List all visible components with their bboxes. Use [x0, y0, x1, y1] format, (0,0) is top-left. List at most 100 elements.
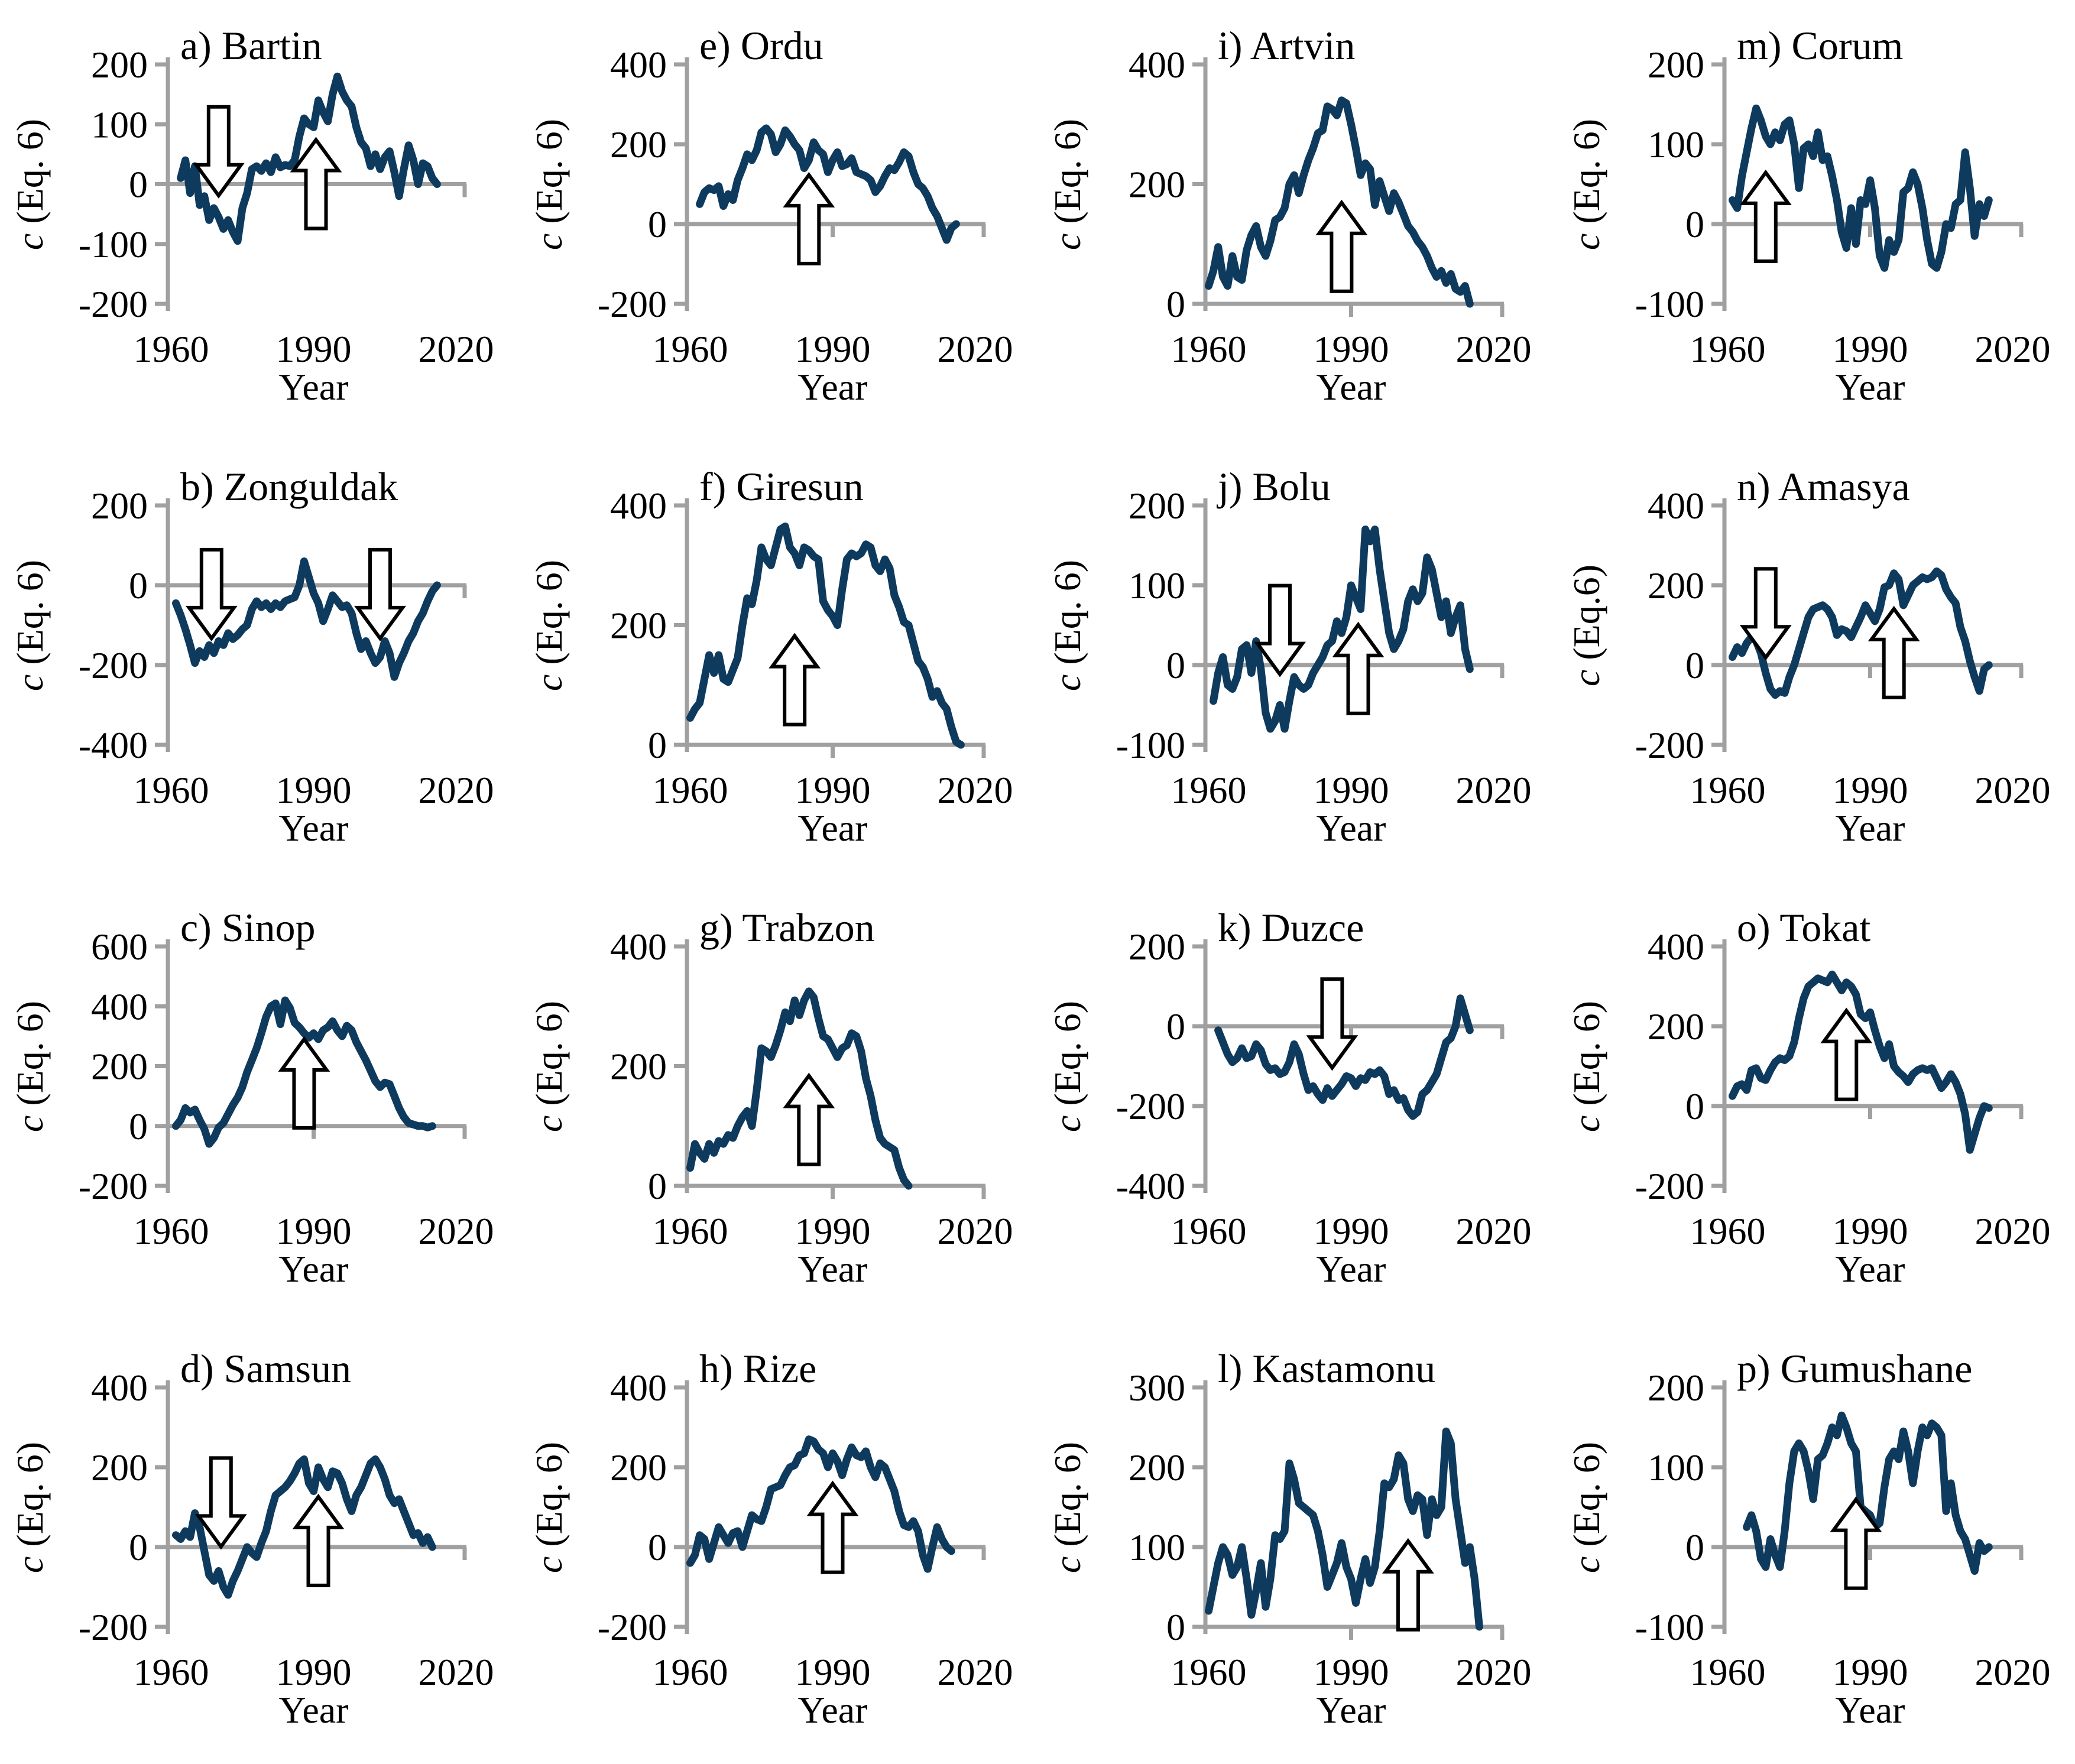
- x-tick-labels: 1960 1990 2020: [1171, 1651, 1532, 1693]
- chart-cell-o: 400 200 0 -200 1960 1990 2020 Year c (Eq. 6) o) T…: [1557, 882, 2075, 1323]
- y-tick-labels: 200 0 -200 -400: [79, 485, 148, 766]
- y-tick-label: -200: [1635, 1165, 1704, 1207]
- chart-title: a) Bartin: [180, 23, 322, 68]
- chart-cell-h: 400 200 0 -200 1960 1990 2020 Year c (Eq. 6) h) R…: [519, 1323, 1038, 1764]
- y-tick-label: 0: [129, 565, 148, 607]
- x-tick-label: 1990: [275, 769, 351, 811]
- y-axis-title: c (Eq. 6): [528, 1001, 570, 1132]
- chart-cell-g: 400 200 0 1960 1990 2020 Year c (Eq. 6) g) Trabz…: [519, 882, 1038, 1323]
- series-line: [1214, 994, 1474, 1120]
- chart-title: b) Zonguldak: [180, 464, 398, 509]
- x-tick-label: 1960: [652, 1651, 728, 1693]
- y-tick-label: 400: [1129, 44, 1185, 86]
- y-axis-title: c (Eq. 6): [1046, 1442, 1088, 1573]
- y-axis-title: c (Eq. 6): [528, 560, 570, 691]
- series-line: [695, 124, 960, 244]
- chart-cell-n: 400 200 0 -200 1960 1990 2020 Year c (Eq.6) n) Am…: [1557, 441, 2075, 882]
- y-axis-title: c (Eq. 6): [1046, 1001, 1088, 1132]
- x-tick-label: 1960: [652, 1210, 728, 1252]
- y-tick-label: -400: [1116, 1165, 1185, 1207]
- x-axis-title: Year: [797, 1689, 867, 1731]
- y-axis-title: c (Eq. 6): [528, 119, 570, 250]
- y-axis: [673, 939, 689, 1193]
- y-tick-label: 200: [91, 44, 148, 86]
- up-arrow: [1820, 1007, 1872, 1101]
- x-tick-label: 1990: [275, 1210, 351, 1252]
- y-tick-labels: 400 200 0 -200: [1635, 485, 1704, 766]
- y-tick-label: 100: [91, 103, 148, 145]
- y-tick-label: 0: [648, 1165, 667, 1207]
- x-tick-labels: 1960 1990 2020: [1171, 769, 1532, 811]
- y-tick-labels: 400 200 0: [610, 485, 667, 766]
- x-tick-labels: 1960 1990 2020: [1690, 769, 2050, 811]
- y-tick-label: 0: [1166, 1006, 1185, 1048]
- y-axis-title: c (Eq. 6): [1046, 119, 1088, 250]
- x-tick-label: 2020: [937, 328, 1013, 370]
- y-tick-label: 600: [91, 926, 148, 968]
- y-axis-title: c (Eq. 6): [528, 1442, 570, 1573]
- y-tick-labels: 400 200 0 -200: [597, 1367, 666, 1648]
- x-axis: [1205, 301, 1505, 317]
- x-tick-label: 1990: [1832, 1651, 1908, 1693]
- y-tick-labels: 200 100 0 -100: [1635, 1367, 1704, 1648]
- series-line: [172, 1455, 436, 1599]
- down-arrow: [1739, 567, 1792, 661]
- x-tick-label: 1990: [1313, 1651, 1389, 1693]
- x-axis: [1724, 1104, 2023, 1119]
- x-tick-labels: 1960 1990 2020: [1690, 1651, 2050, 1693]
- y-axis: [673, 1380, 689, 1634]
- x-tick-labels: 1960 1990 2020: [1690, 328, 2050, 370]
- x-tick-label: 2020: [1455, 1210, 1531, 1252]
- y-tick-label: -200: [1635, 724, 1704, 766]
- y-tick-label: 200: [1129, 926, 1185, 968]
- y-tick-labels: 400 200 0 -200: [79, 1367, 148, 1648]
- x-tick-label: 1960: [652, 328, 728, 370]
- y-tick-label: 200: [91, 485, 148, 527]
- x-tick-label: 1960: [1171, 328, 1247, 370]
- up-arrow: [290, 137, 342, 231]
- series-line: [1205, 1427, 1483, 1631]
- y-tick-label: 200: [1648, 1006, 1704, 1048]
- chart-cell-p: 200 100 0 -100 1960 1990 2020 Year c (Eq. 6) p) G…: [1557, 1323, 2075, 1764]
- series-line: [172, 557, 441, 681]
- chart-title: o) Tokat: [1737, 905, 1870, 950]
- x-tick-label: 1990: [1313, 328, 1389, 370]
- y-tick-labels: 600 400 200 0 -200: [79, 926, 148, 1207]
- x-tick-label: 1960: [134, 328, 209, 370]
- x-tick-label: 1960: [1171, 1210, 1247, 1252]
- x-tick-label: 2020: [418, 769, 494, 811]
- chart-cell-f: 400 200 0 1960 1990 2020 Year c (Eq. 6) f) Gires…: [519, 441, 1038, 882]
- x-axis-title: Year: [1317, 366, 1386, 408]
- x-tick-labels: 1960 1990 2020: [1690, 1210, 2050, 1252]
- chart-title: h) Rize: [699, 1346, 816, 1391]
- series-line: [1205, 96, 1474, 308]
- y-axis: [673, 498, 689, 752]
- y-axis: [1711, 1380, 1726, 1634]
- y-axis: [155, 939, 170, 1193]
- x-tick-label: 1960: [1690, 1210, 1765, 1252]
- y-tick-label: 0: [1685, 1085, 1704, 1127]
- x-tick-label: 2020: [1455, 1651, 1531, 1693]
- y-tick-label: 0: [1685, 203, 1704, 245]
- x-tick-labels: 1960 1990 2020: [134, 1210, 494, 1252]
- x-tick-label: 1990: [795, 1210, 870, 1252]
- x-tick-label: 2020: [1975, 1210, 2050, 1252]
- x-axis-title: Year: [279, 807, 349, 849]
- chart-cell-a: 200 100 0 -100 -200 1960 1990 2020 Year c (Eq. 6)…: [0, 0, 519, 441]
- y-tick-label: 0: [648, 1526, 667, 1568]
- y-axis: [1711, 498, 1726, 752]
- chart-title: i) Artvin: [1218, 23, 1355, 68]
- series-line: [1210, 526, 1474, 733]
- y-axis-title: c (Eq. 6): [1565, 1442, 1607, 1573]
- x-tick-label: 1990: [1313, 1210, 1389, 1252]
- up-arrow: [1332, 621, 1385, 715]
